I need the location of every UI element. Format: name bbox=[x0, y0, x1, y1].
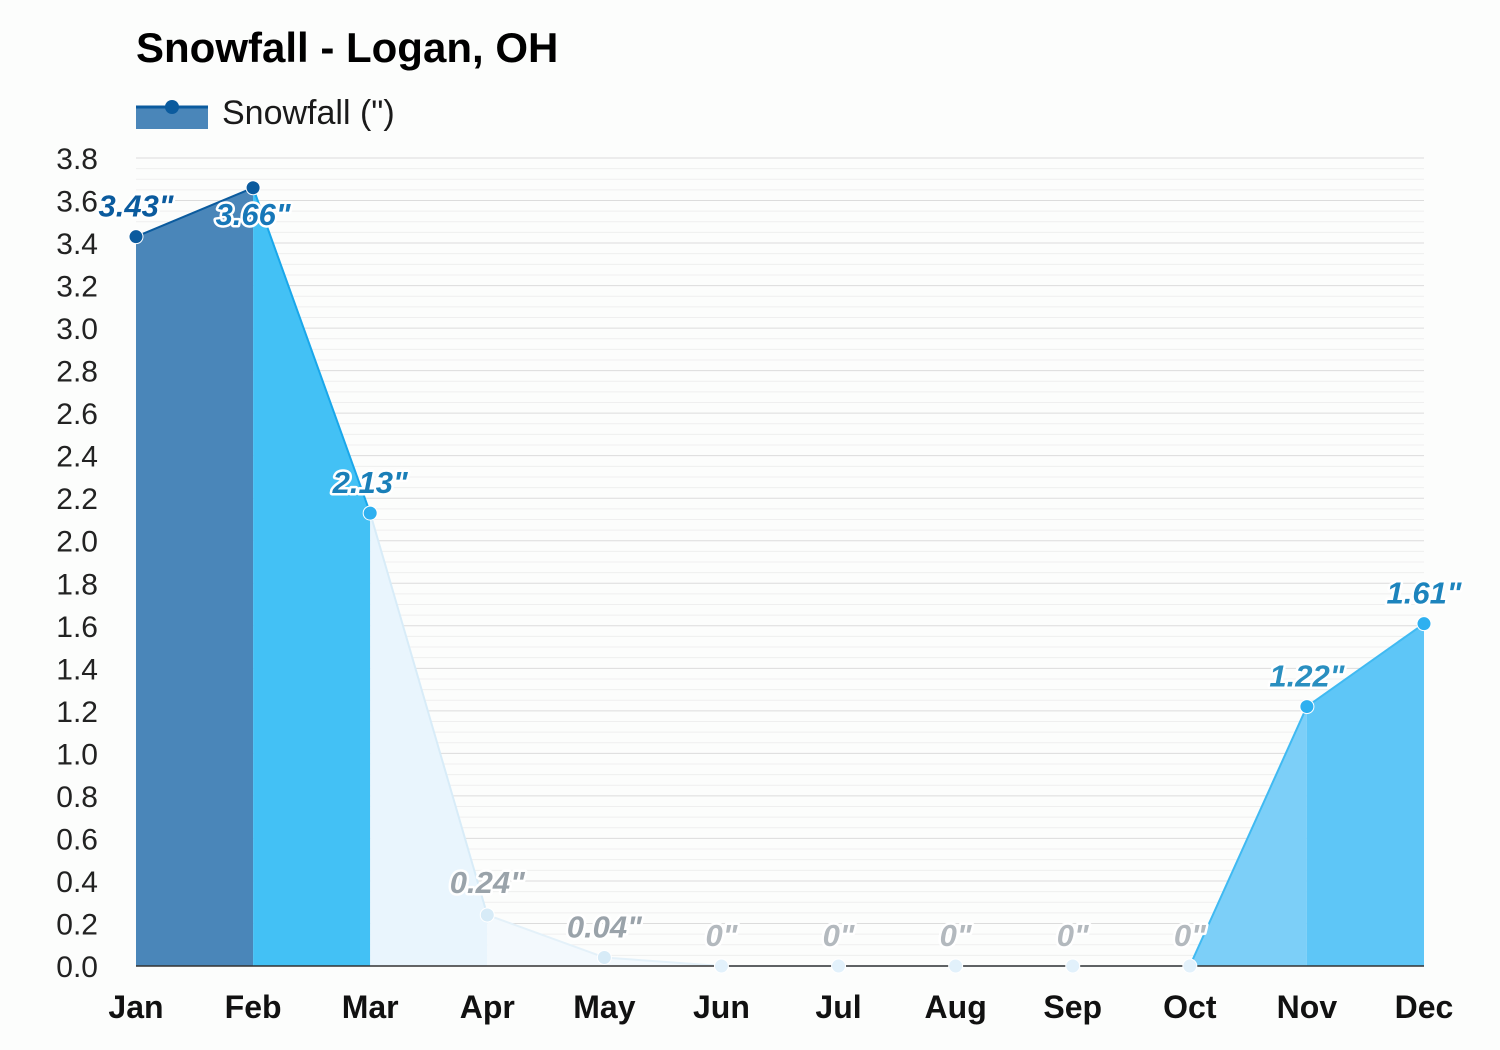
y-tick-label: 3.2 bbox=[56, 271, 98, 304]
data-point-marker bbox=[596, 949, 612, 965]
y-tick-label: 2.8 bbox=[56, 356, 98, 389]
data-label: 3.43" bbox=[98, 189, 174, 224]
series-line-segment bbox=[1188, 706, 1308, 967]
x-tick-label: Sep bbox=[1043, 989, 1102, 1025]
data-point-marker bbox=[1182, 958, 1198, 974]
y-tick-label: 0.6 bbox=[56, 823, 98, 856]
x-tick-label: Feb bbox=[225, 989, 282, 1025]
data-label: 0" bbox=[823, 918, 856, 953]
data-label: 3.66" bbox=[216, 197, 292, 232]
x-tick-label: Dec bbox=[1395, 989, 1454, 1025]
data-label: 0" bbox=[940, 918, 973, 953]
area-segment bbox=[1306, 623, 1424, 966]
data-label: 1.22" bbox=[1269, 659, 1345, 694]
x-tick-label: Jan bbox=[108, 989, 163, 1025]
y-tick-label: 3.6 bbox=[56, 186, 98, 219]
series-line-segment bbox=[486, 914, 605, 959]
y-tick-label: 1.2 bbox=[56, 696, 98, 729]
data-label: 0" bbox=[1174, 918, 1207, 953]
data-point-marker bbox=[479, 907, 495, 923]
y-tick-label: 1.4 bbox=[56, 653, 98, 686]
x-tick-label: May bbox=[573, 989, 635, 1025]
data-label: 2.13" bbox=[332, 465, 409, 500]
data-point-marker bbox=[831, 958, 847, 974]
x-tick-label: Nov bbox=[1277, 989, 1338, 1025]
data-point-marker bbox=[713, 958, 729, 974]
area-segment bbox=[370, 513, 488, 966]
y-tick-label: 1.8 bbox=[56, 568, 98, 601]
legend-label: Snowfall (") bbox=[222, 94, 395, 132]
x-tick-label: Apr bbox=[460, 989, 515, 1025]
data-label: 1.61" bbox=[1386, 576, 1462, 611]
series-line-segment bbox=[252, 187, 372, 514]
y-tick-label: 1.6 bbox=[56, 611, 98, 644]
data-label: 0.24" bbox=[450, 865, 526, 900]
y-tick-label: 3.8 bbox=[56, 143, 98, 176]
y-tick-label: 2.0 bbox=[56, 526, 98, 559]
data-point-marker bbox=[948, 958, 964, 974]
x-tick-label: Aug bbox=[925, 989, 987, 1025]
data-label: 0" bbox=[705, 918, 738, 953]
series-line-segment bbox=[604, 956, 722, 967]
data-point-marker bbox=[1416, 616, 1432, 632]
data-label: 0.04" bbox=[567, 909, 643, 944]
y-tick-label: 2.6 bbox=[56, 398, 98, 431]
y-tick-label: 3.4 bbox=[56, 228, 98, 261]
chart-title: Snowfall - Logan, OH bbox=[136, 24, 559, 71]
data-point-marker bbox=[1065, 958, 1081, 974]
data-point-marker bbox=[1299, 699, 1315, 715]
data-point-marker bbox=[128, 229, 144, 245]
series-line-segment bbox=[369, 512, 489, 916]
y-tick-label: 2.2 bbox=[56, 483, 98, 516]
x-tick-label: Mar bbox=[342, 989, 399, 1025]
x-tick-label: Jun bbox=[693, 989, 750, 1025]
data-label: 0" bbox=[1057, 918, 1090, 953]
y-tick-label: 2.4 bbox=[56, 441, 98, 474]
y-tick-label: 0.4 bbox=[56, 866, 98, 899]
area-segment bbox=[487, 914, 605, 966]
x-tick-label: Jul bbox=[815, 989, 861, 1025]
y-tick-label: 0.2 bbox=[56, 908, 98, 941]
y-tick-label: 3.0 bbox=[56, 313, 98, 346]
data-point-marker bbox=[245, 180, 261, 196]
legend: Snowfall (") bbox=[136, 94, 395, 133]
series-line-segment bbox=[135, 186, 254, 238]
y-tick-label: 0.0 bbox=[56, 951, 98, 984]
y-tick-label: 0.8 bbox=[56, 781, 98, 814]
area-segment bbox=[136, 187, 254, 966]
legend-swatch-icon bbox=[136, 99, 208, 129]
data-point-marker bbox=[362, 505, 378, 521]
y-tick-label: 1.0 bbox=[56, 738, 98, 771]
x-tick-label: Oct bbox=[1163, 989, 1217, 1025]
series-line-segment bbox=[1306, 622, 1425, 708]
area-segment bbox=[253, 187, 371, 966]
